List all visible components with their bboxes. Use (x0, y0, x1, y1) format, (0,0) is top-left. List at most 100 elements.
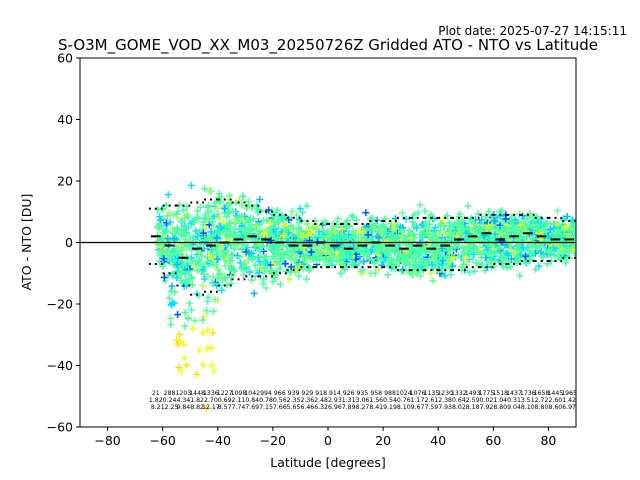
scatter-point (226, 257, 234, 265)
scatter-point (417, 246, 425, 254)
scatter-point (213, 255, 221, 263)
scatter-point (497, 212, 505, 220)
scatter-point (173, 274, 181, 282)
scatter-point (196, 203, 204, 211)
scatter-point (364, 231, 372, 239)
scatter-point (185, 224, 193, 232)
scatter-point (174, 340, 182, 348)
scatter-point (462, 254, 470, 262)
scatter-point (447, 243, 455, 251)
scatter-point (196, 346, 204, 354)
scatter-point (195, 228, 203, 236)
scatter-point (331, 226, 339, 234)
scatter-point (445, 230, 453, 238)
scatter-point (254, 223, 262, 231)
scatter-point (409, 271, 417, 279)
bin-annotation: 8.57 (218, 404, 232, 411)
bin-annotation: 1736 (520, 390, 536, 397)
bin-annotation: 1965 (561, 390, 577, 397)
bin-annotation: 1.56 (369, 397, 383, 404)
x-tick-label: 0 (324, 433, 332, 448)
bin-annotation: 2.59 (466, 397, 480, 404)
bin-annotation: 9.04 (507, 404, 521, 411)
scatter-point (350, 232, 358, 240)
bin-annotation: 988 (384, 390, 396, 397)
y-axis: −60 −40 −20 0 20 40 60 (47, 51, 80, 435)
scatter-point (280, 221, 288, 229)
scatter-point (223, 242, 231, 250)
scatter-point (201, 233, 209, 241)
scatter-point (555, 240, 563, 248)
y-tick-label: 60 (57, 51, 73, 66)
scatter-point (359, 238, 367, 246)
scatter-point (167, 321, 175, 329)
scatter-point (546, 225, 554, 233)
scatter-point (288, 207, 296, 215)
bin-annotation: 8.18 (466, 404, 480, 411)
bin-annotation: 1042 (244, 390, 260, 397)
bin-annotation: 7.66 (273, 404, 287, 411)
scatter-point (217, 223, 225, 231)
scatter-point (404, 232, 412, 240)
scatter-point (433, 235, 441, 243)
scatter-point (517, 221, 525, 229)
scatter-point (178, 268, 186, 276)
bin-annotation: 8.82 (190, 404, 204, 411)
bin-annotation: 9.67 (411, 404, 425, 411)
bin-annotation: 958 (370, 390, 382, 397)
scatter-point (224, 201, 232, 209)
scatter-point (163, 248, 171, 256)
bin-annotation: 2.93 (328, 397, 342, 404)
scatter-point (207, 228, 215, 236)
scatter-point (397, 227, 405, 235)
scatter-point (187, 306, 195, 314)
scatter-point (195, 256, 203, 264)
scatter-point (157, 223, 165, 231)
scatter-point (471, 225, 479, 233)
scatter-point (483, 224, 491, 232)
scatter-point (524, 215, 532, 223)
scatter-point (246, 214, 254, 222)
scatter-point (269, 278, 277, 286)
scatter-point (259, 258, 267, 266)
bin-annotation: 929 (301, 390, 313, 397)
scatter-point (516, 229, 524, 237)
scatter-point (503, 264, 511, 272)
scatter-point (276, 265, 284, 273)
scatter-point (463, 225, 471, 233)
y-tick-label: −20 (47, 297, 73, 312)
bin-annotation: 7.92 (480, 404, 494, 411)
scatter-point (562, 259, 570, 267)
scatter-point (317, 249, 325, 257)
scatter-point (357, 268, 365, 276)
bin-annotation: 7.93 (438, 404, 452, 411)
scatter-point (217, 244, 225, 252)
scatter-point (214, 227, 222, 235)
scatter-point (208, 218, 216, 226)
scatter-point (532, 265, 540, 273)
scatter-point (461, 245, 469, 253)
scatter-point (558, 245, 566, 253)
scatter-point (207, 344, 215, 352)
scatter-point (485, 258, 493, 266)
scatter-point (486, 226, 494, 234)
scatter-point (236, 217, 244, 225)
scatter-point (299, 251, 307, 259)
scatter-point (541, 220, 549, 228)
scatter-point (281, 260, 289, 268)
scatter-point (211, 295, 219, 303)
bin-annotation: 1203 (175, 390, 191, 397)
y-tick-label: 20 (57, 174, 73, 189)
scatter-point (421, 220, 429, 228)
bin-annotation: 926 (343, 390, 355, 397)
scatter-point (204, 326, 212, 334)
scatter-point (355, 259, 363, 267)
scatter-point (345, 230, 353, 238)
scatter-point (280, 250, 288, 258)
scatter-point (358, 269, 366, 277)
scatter-point (414, 209, 422, 217)
scatter-point (251, 243, 259, 251)
scatter-point (348, 261, 356, 269)
scatter-point (182, 235, 190, 243)
